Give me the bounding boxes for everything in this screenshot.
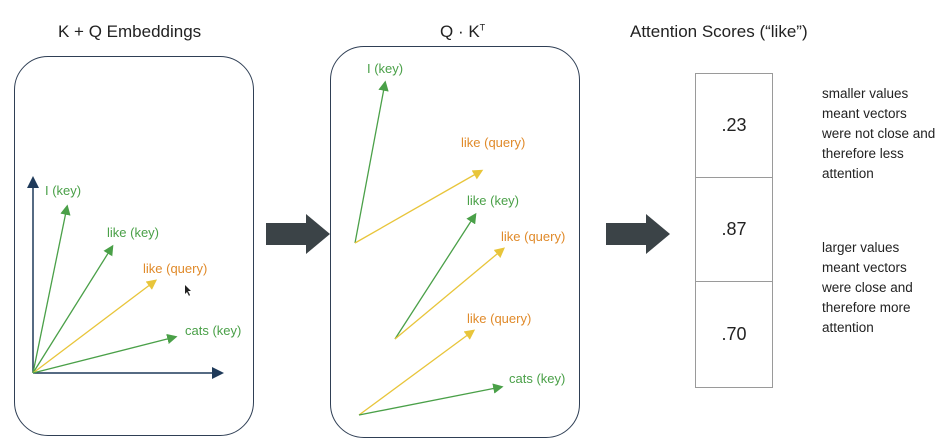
embeddings-panel: I (key) like (key) like (query) cats (ke… [14,56,254,436]
dot-product-title: Q · KT [440,22,485,42]
pair2-like-key-vector [394,212,477,340]
pair1-like-query-vector [354,169,484,244]
i-key-vector [32,204,71,374]
larger-values-note: larger values meant vectors were close a… [822,240,913,335]
pair2-like-query-label: like (query) [501,229,565,244]
embeddings-plot: I (key) like (key) like (query) cats (ke… [27,176,241,379]
dot-product-plot: I (key) like (query) like (key) like (qu… [354,61,565,416]
cats-key-label: cats (key) [185,323,241,338]
embeddings-title: K + Q Embeddings [58,22,202,41]
pair3-like-query-label: like (query) [467,311,531,326]
pair3-cats-key-vector [358,383,504,416]
pair1-like-query-label: like (query) [461,135,525,150]
like-key-vector [32,244,114,374]
pair2-like-key-label: like (key) [467,193,519,208]
pair1-i-key-label: I (key) [367,61,403,76]
pair1-i-key-vector [354,80,389,244]
smaller-values-note: smaller values meant vectors were not cl… [822,86,936,181]
pair3-like-query-vector [358,329,476,416]
pair3-cats-key-label: cats (key) [509,371,565,386]
score-cell: .70 [721,324,747,344]
flow-arrow-2 [606,214,670,254]
flow-arrow-1 [266,214,330,254]
like-query-label: like (query) [143,261,207,276]
dot-product-superscript: T [479,22,486,33]
pair2-like-query-vector [394,247,505,340]
i-key-label: I (key) [45,183,81,198]
dot-product-panel: I (key) like (query) like (key) like (qu… [330,46,580,438]
like-query-vector [32,279,158,374]
score-cell: .87 [696,178,772,282]
attention-scores-column: .23 .87 .70 [695,73,773,388]
score-cell: .23 [696,74,772,178]
mouse-cursor-icon [185,285,191,296]
attention-scores-title: Attention Scores (“like”) [630,22,808,41]
cats-key-vector [32,333,178,374]
like-key-label: like (key) [107,225,159,240]
dot-product-base: Q · K [440,22,480,41]
